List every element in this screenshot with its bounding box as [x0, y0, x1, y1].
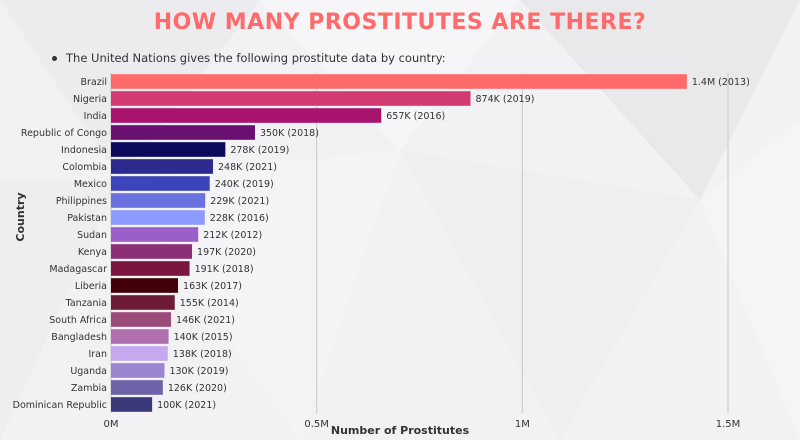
bar: [111, 74, 687, 89]
grid-layer: [110, 73, 729, 413]
bar: [111, 108, 382, 123]
bar-value-label: 874K (2019): [476, 94, 535, 105]
y-tick-label: Brazil: [80, 77, 107, 88]
y-tick-label: South Africa: [49, 315, 107, 326]
bar-value-label: 163K (2017): [183, 281, 242, 292]
bar-value-label: 191K (2018): [195, 264, 254, 275]
bar: [111, 312, 172, 327]
bar-value-label: 1.4M (2013): [692, 77, 750, 88]
y-tick-label: Nigeria: [73, 94, 107, 105]
bar: [111, 244, 193, 259]
bar: [111, 380, 163, 395]
page-title: HOW MANY PROSTITUTES ARE THERE?: [153, 10, 647, 35]
y-tick-label: Pakistan: [67, 213, 107, 224]
x-tick-label: 1M: [515, 419, 530, 430]
bar-value-label: 155K (2014): [180, 298, 239, 309]
bar-value-label: 228K (2016): [210, 213, 269, 224]
y-axis-title: Country: [14, 192, 27, 241]
bar: [111, 329, 169, 344]
bar: [111, 227, 199, 242]
bar: [111, 193, 206, 208]
x-tick-label: 0.5M: [304, 419, 329, 430]
y-tick-label: Philippines: [56, 196, 107, 207]
bar: [111, 210, 205, 225]
bar: [111, 346, 168, 361]
bar: [111, 295, 175, 310]
bar: [111, 159, 214, 174]
bar-value-label: 126K (2020): [168, 383, 227, 394]
bar-value-label: 278K (2019): [230, 145, 289, 156]
y-tick-label: Uganda: [70, 366, 107, 377]
y-tick-label: Colombia: [62, 162, 107, 173]
intro-text: The United Nations gives the following p…: [66, 51, 446, 65]
bar-value-label: 240K (2019): [215, 179, 274, 190]
bar-value-label: 140K (2015): [174, 332, 233, 343]
bar-value-label: 100K (2021): [157, 400, 216, 411]
x-tick-label: 1.5M: [716, 419, 741, 430]
bar-value-label: 130K (2019): [169, 366, 228, 377]
y-tick-label: Sudan: [77, 230, 107, 241]
bar-value-label: 146K (2021): [176, 315, 235, 326]
y-tick-label: Bangladesh: [51, 332, 107, 343]
bar: [111, 142, 226, 157]
bar: [111, 176, 210, 191]
bar-value-label: 212K (2012): [203, 230, 262, 241]
bar: [111, 261, 190, 276]
bar: [111, 397, 153, 412]
y-tick-label: Indonesia: [61, 145, 107, 156]
bar: [111, 363, 165, 378]
bar-layer: [111, 74, 687, 412]
x-tick-label: 0M: [104, 419, 119, 430]
y-tick-label: Iran: [88, 349, 107, 360]
bar-value-label: 350K (2018): [260, 128, 319, 139]
y-tick-label: Tanzania: [65, 298, 107, 309]
bar: [111, 125, 255, 140]
bar: [111, 91, 471, 106]
bar-value-label: 229K (2021): [210, 196, 269, 207]
y-tick-label: Dominican Republic: [13, 400, 107, 411]
intro-bullet: The United Nations gives the following p…: [52, 51, 446, 65]
y-tick-label: Madagascar: [49, 264, 107, 275]
bar-value-label: 248K (2021): [218, 162, 277, 173]
bar-value-label: 657K (2016): [386, 111, 445, 122]
bullet-dot-icon: [52, 55, 57, 61]
y-tick-label: Republic of Congo: [21, 128, 107, 139]
x-axis-title: Number of Prostitutes: [331, 424, 470, 437]
y-tick-label: India: [84, 111, 107, 122]
y-tick-label: Mexico: [74, 179, 107, 190]
bar: [111, 278, 179, 293]
label-layer: 0M 0.5M 1M 1.5M Brazil 1.4M (2013) Nigeria 874K…: [13, 77, 750, 430]
y-tick-label: Liberia: [75, 281, 107, 292]
y-tick-label: Zambia: [71, 383, 107, 394]
bar-value-label: 197K (2020): [197, 247, 256, 258]
bar-value-label: 138K (2018): [173, 349, 232, 360]
y-tick-label: Kenya: [78, 247, 107, 258]
